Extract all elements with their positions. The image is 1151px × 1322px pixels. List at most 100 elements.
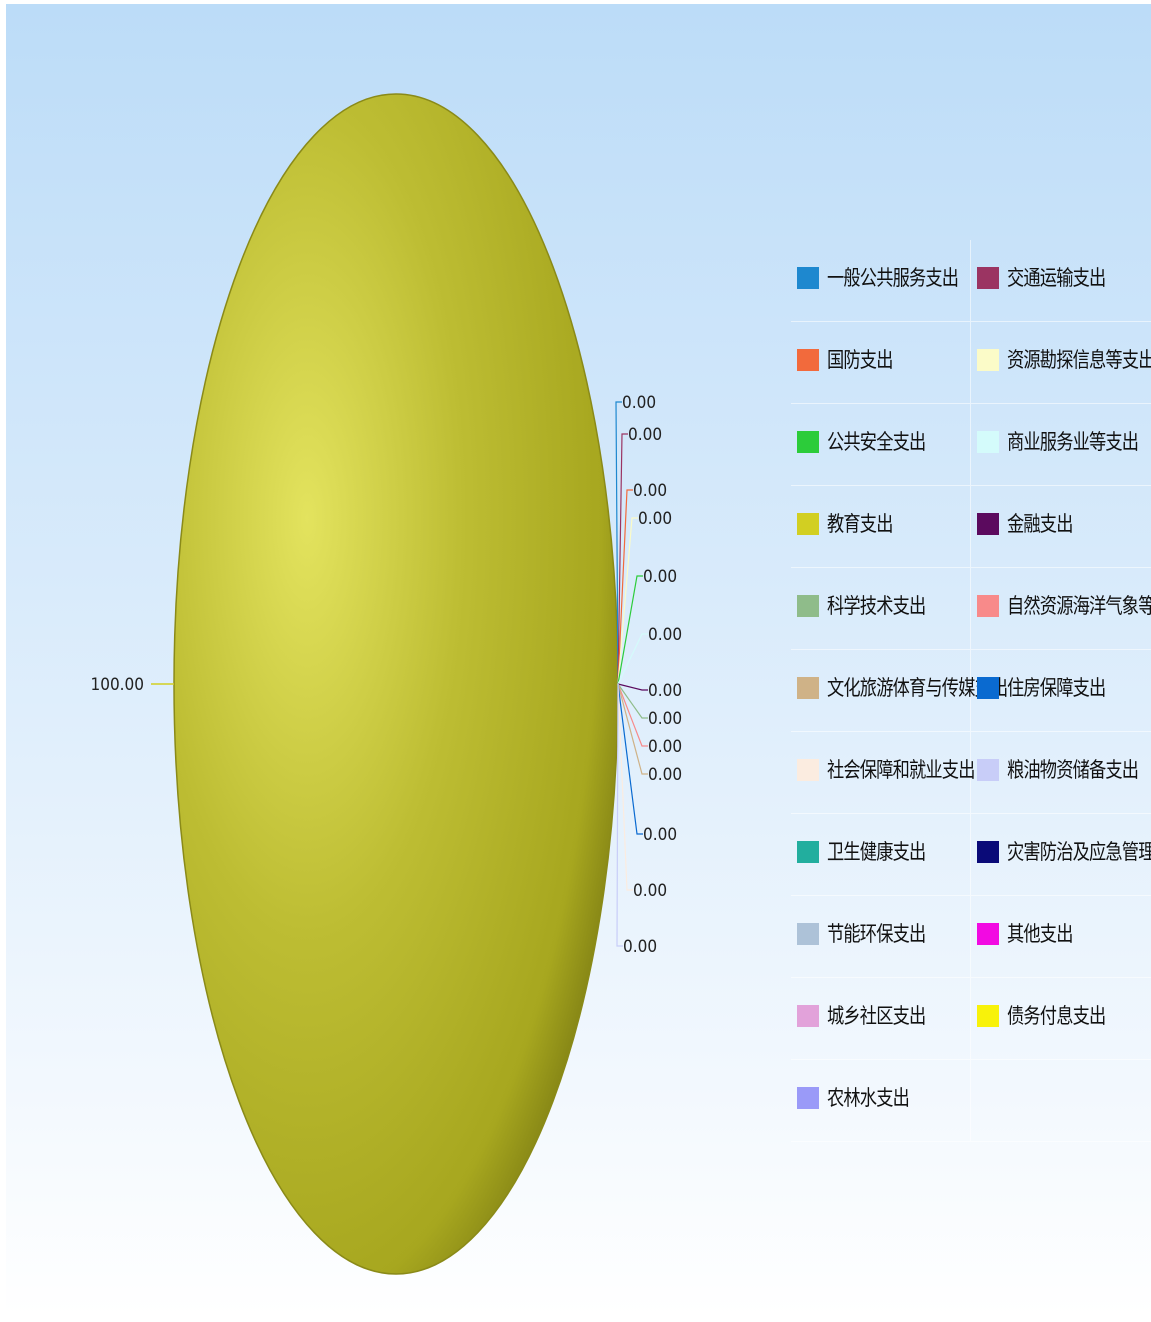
legend-swatch <box>797 923 819 945</box>
value-label-11: 0.00 <box>633 881 667 901</box>
legend-row: 公共安全支出 商业服务业等支出 <box>791 404 1151 486</box>
legend-item[interactable]: 灾害防治及应急管理支出 <box>971 814 1151 896</box>
legend-label: 其他支出 <box>1007 922 1073 946</box>
legend-label: 灾害防治及应急管理支出 <box>1007 840 1151 864</box>
legend-swatch <box>977 349 999 371</box>
legend-label: 债务付息支出 <box>1007 1004 1106 1028</box>
legend-label: 资源勘探信息等支出 <box>1007 348 1151 372</box>
leader-line-5 <box>617 633 648 685</box>
legend-row: 科学技术支出 自然资源海洋气象等支出 <box>791 568 1151 650</box>
legend-item[interactable]: 住房保障支出 <box>971 650 1151 732</box>
legend-swatch <box>797 841 819 863</box>
leader-line-8 <box>617 683 648 747</box>
legend-swatch <box>797 759 819 781</box>
legend-item[interactable]: 农林水支出 <box>791 1060 971 1142</box>
legend-swatch <box>977 267 999 289</box>
chart-panel: 100.00 0.00 0.00 0.00 0.00 0.00 0.00 0.00 0.00 0.… <box>6 4 1151 1316</box>
legend-swatch <box>797 677 819 699</box>
value-label-2: 0.00 <box>633 481 667 501</box>
legend-item[interactable]: 卫生健康支出 <box>791 814 971 896</box>
legend-row: 一般公共服务支出 交通运输支出 <box>791 240 1151 322</box>
legend-swatch <box>977 595 999 617</box>
legend-swatch <box>977 431 999 453</box>
legend-label: 商业服务业等支出 <box>1007 430 1139 454</box>
legend-swatch <box>797 431 819 453</box>
leader-line-7 <box>617 683 648 719</box>
legend-label: 住房保障支出 <box>1007 676 1106 700</box>
leader-line-12 <box>616 683 623 947</box>
legend-label: 科学技术支出 <box>827 594 926 618</box>
legend-item[interactable]: 文化旅游体育与传媒支出 <box>791 650 1008 732</box>
legend-label: 一般公共服务支出 <box>827 266 959 290</box>
leader-line-10 <box>617 683 643 835</box>
legend-swatch <box>977 759 999 781</box>
value-label-7: 0.00 <box>648 709 682 729</box>
legend-item[interactable]: 金融支出 <box>971 486 1151 568</box>
legend-swatch <box>977 677 999 699</box>
legend-label: 交通运输支出 <box>1007 266 1106 290</box>
value-label-0: 0.00 <box>622 393 656 413</box>
legend-item[interactable]: 国防支出 <box>791 322 971 404</box>
legend-item[interactable]: 一般公共服务支出 <box>791 240 971 322</box>
legend-swatch <box>797 1087 819 1109</box>
legend-item[interactable]: 教育支出 <box>791 486 971 568</box>
leader-line-6 <box>617 683 648 691</box>
leader-line-3 <box>617 517 638 685</box>
legend-item[interactable]: 商业服务业等支出 <box>971 404 1151 486</box>
legend-swatch <box>797 513 819 535</box>
legend-label: 卫生健康支出 <box>827 840 926 864</box>
legend-label: 粮油物资储备支出 <box>1007 758 1139 782</box>
legend-swatch <box>797 595 819 617</box>
legend-swatch <box>977 841 999 863</box>
legend-item[interactable]: 节能环保支出 <box>791 896 971 978</box>
legend-swatch <box>797 267 819 289</box>
legend-label: 国防支出 <box>827 348 893 372</box>
legend-label: 自然资源海洋气象等支出 <box>1007 594 1151 618</box>
value-label-8: 0.00 <box>648 737 682 757</box>
legend-row: 社会保障和就业支出 粮油物资储备支出 <box>791 732 1151 814</box>
legend-label: 教育支出 <box>827 512 893 536</box>
value-label-10: 0.00 <box>643 825 677 845</box>
value-label-5: 0.00 <box>648 625 682 645</box>
legend-label: 节能环保支出 <box>827 922 926 946</box>
value-label-3: 0.00 <box>638 509 672 529</box>
legend-swatch <box>797 349 819 371</box>
legend-item[interactable]: 交通运输支出 <box>971 240 1151 322</box>
legend-row: 节能环保支出 其他支出 <box>791 896 1151 978</box>
leader-line-9 <box>617 683 648 775</box>
pie-slice-6 <box>173 93 619 1275</box>
legend-swatch <box>797 1005 819 1027</box>
leader-line-2 <box>617 489 633 685</box>
legend-item[interactable]: 科学技术支出 <box>791 568 971 650</box>
value-label-6: 0.00 <box>648 681 682 701</box>
legend-item[interactable]: 其他支出 <box>971 896 1151 978</box>
leader-line-11 <box>617 683 633 891</box>
value-label-1: 0.00 <box>628 425 662 445</box>
legend: 一般公共服务支出 交通运输支出国防支出 资源勘探信息等支出公共安全支出 商业服务业等支… <box>791 240 1151 1142</box>
value-label-4: 0.00 <box>643 567 677 587</box>
value-label-main: 100.00 <box>91 675 145 695</box>
legend-swatch <box>977 923 999 945</box>
legend-swatch <box>977 513 999 535</box>
legend-row: 教育支出 金融支出 <box>791 486 1151 568</box>
legend-item[interactable]: 城乡社区支出 <box>791 978 971 1060</box>
legend-item[interactable]: 社会保障和就业支出 <box>791 732 975 814</box>
legend-label: 公共安全支出 <box>827 430 926 454</box>
leader-line-4 <box>617 575 643 685</box>
legend-swatch <box>977 1005 999 1027</box>
legend-label: 农林水支出 <box>827 1086 910 1110</box>
legend-row: 国防支出 资源勘探信息等支出 <box>791 322 1151 404</box>
legend-item[interactable]: 公共安全支出 <box>791 404 971 486</box>
legend-item[interactable]: 资源勘探信息等支出 <box>971 322 1151 404</box>
legend-item[interactable]: 粮油物资储备支出 <box>971 732 1151 814</box>
legend-label: 城乡社区支出 <box>827 1004 926 1028</box>
legend-item[interactable]: 自然资源海洋气象等支出 <box>971 568 1151 650</box>
legend-label: 社会保障和就业支出 <box>827 758 975 782</box>
pie-chart: 100.00 0.00 0.00 0.00 0.00 0.00 0.00 0.00 0.00 0.… <box>91 93 682 1275</box>
legend-item[interactable]: 债务付息支出 <box>971 978 1151 1060</box>
value-label-9: 0.00 <box>648 765 682 785</box>
value-label-12: 0.00 <box>623 937 657 957</box>
legend-row: 农林水支出 <box>791 1060 1151 1142</box>
legend-row: 城乡社区支出 债务付息支出 <box>791 978 1151 1060</box>
legend-row: 文化旅游体育与传媒支出 住房保障支出 <box>791 650 1151 732</box>
